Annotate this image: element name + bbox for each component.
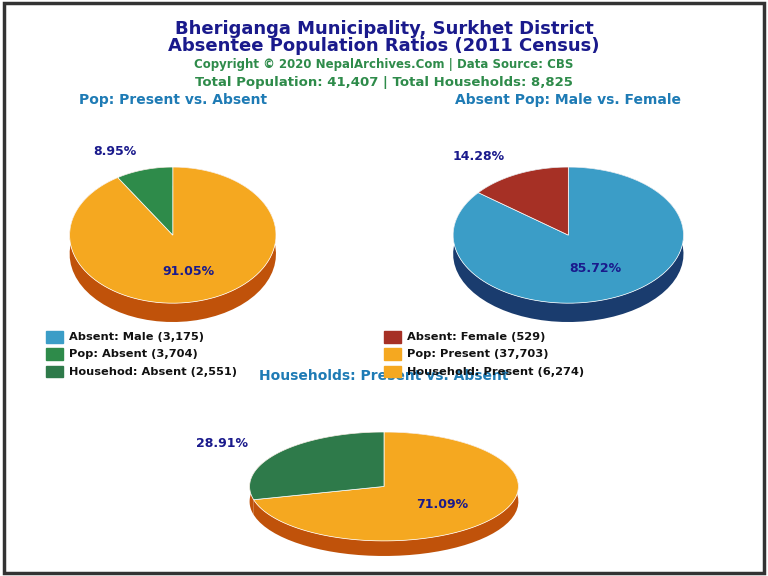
Text: 14.28%: 14.28% <box>452 150 505 163</box>
Text: Household: Present (6,274): Household: Present (6,274) <box>407 366 584 377</box>
Polygon shape <box>118 167 173 196</box>
Polygon shape <box>250 432 384 500</box>
Text: 85.72%: 85.72% <box>570 262 622 275</box>
Text: Total Population: 41,407 | Total Households: 8,825: Total Population: 41,407 | Total Househo… <box>195 76 573 89</box>
Polygon shape <box>453 167 684 303</box>
Text: 91.05%: 91.05% <box>163 264 214 278</box>
Polygon shape <box>118 167 173 235</box>
Text: Absentee Population Ratios (2011 Census): Absentee Population Ratios (2011 Census) <box>168 37 600 55</box>
Title: Absent Pop: Male vs. Female: Absent Pop: Male vs. Female <box>455 93 681 107</box>
Polygon shape <box>70 167 276 303</box>
Text: 8.95%: 8.95% <box>93 145 136 158</box>
Polygon shape <box>253 432 518 556</box>
Polygon shape <box>253 432 518 541</box>
Title: Households: Present vs. Absent: Households: Present vs. Absent <box>260 369 508 384</box>
Polygon shape <box>70 167 276 322</box>
Polygon shape <box>250 432 384 515</box>
Text: Pop: Absent (3,704): Pop: Absent (3,704) <box>69 349 198 359</box>
Text: Absent: Male (3,175): Absent: Male (3,175) <box>69 332 204 342</box>
Polygon shape <box>478 167 568 235</box>
Text: Househod: Absent (2,551): Househod: Absent (2,551) <box>69 366 237 377</box>
Title: Pop: Present vs. Absent: Pop: Present vs. Absent <box>79 93 266 107</box>
Polygon shape <box>478 167 568 211</box>
Text: Copyright © 2020 NepalArchives.Com | Data Source: CBS: Copyright © 2020 NepalArchives.Com | Dat… <box>194 58 574 71</box>
Text: 71.09%: 71.09% <box>416 498 468 511</box>
Text: 28.91%: 28.91% <box>197 437 248 450</box>
Text: Bheriganga Municipality, Surkhet District: Bheriganga Municipality, Surkhet Distric… <box>174 20 594 38</box>
Polygon shape <box>453 167 684 322</box>
Text: Pop: Present (37,703): Pop: Present (37,703) <box>407 349 548 359</box>
Text: Absent: Female (529): Absent: Female (529) <box>407 332 545 342</box>
